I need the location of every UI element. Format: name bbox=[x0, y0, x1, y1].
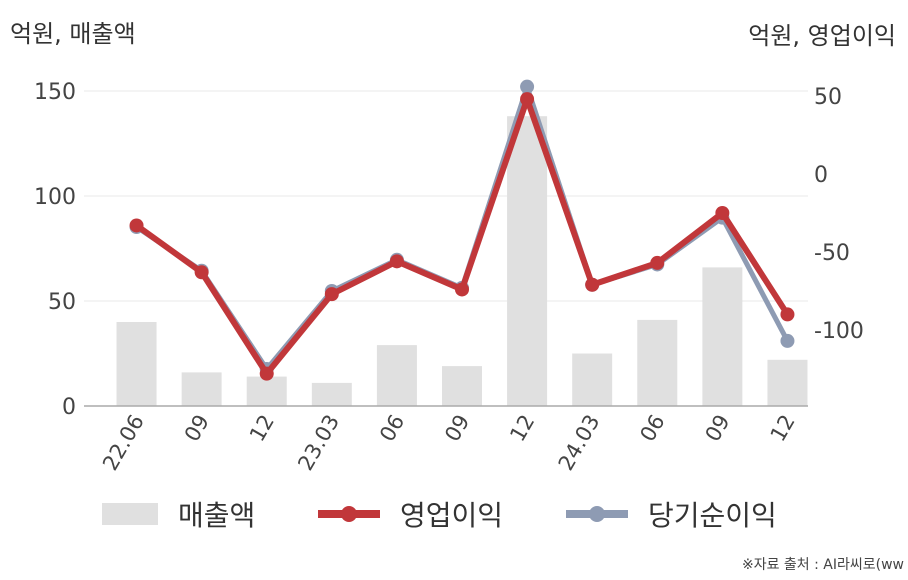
bar-revenue bbox=[311, 382, 352, 406]
point-operating bbox=[780, 307, 795, 322]
legend-swatch-revenue bbox=[102, 503, 158, 525]
point-operating bbox=[389, 254, 404, 269]
x-tick-label: 09 bbox=[701, 411, 735, 446]
left-tick-label: 150 bbox=[34, 80, 76, 105]
x-tick-label: 24.03 bbox=[554, 411, 605, 475]
point-operating bbox=[650, 255, 665, 270]
right-tick-label: -100 bbox=[814, 319, 864, 344]
point-net bbox=[520, 79, 535, 94]
left-axis-unit: 억원, 매출액 bbox=[10, 20, 136, 48]
bar-revenue bbox=[637, 319, 678, 406]
legend-swatch-operating bbox=[318, 504, 380, 524]
bar-revenue bbox=[767, 359, 808, 406]
legend-swatch-net bbox=[566, 504, 628, 524]
point-operating bbox=[194, 265, 209, 280]
bar-revenue bbox=[572, 353, 613, 406]
legend-label-revenue: 매출액 bbox=[178, 499, 256, 532]
bar-revenue bbox=[702, 267, 743, 406]
x-tick-label: 09 bbox=[440, 411, 474, 446]
source-note: ※자료 출처 : AI라씨로(ww bbox=[741, 557, 904, 573]
legend-label-net: 당기순이익 bbox=[648, 499, 777, 532]
x-tick-label: 06 bbox=[635, 411, 669, 446]
left-tick-label: 100 bbox=[34, 185, 76, 210]
point-operating bbox=[324, 287, 339, 302]
x-tick-label: 23.03 bbox=[293, 411, 344, 475]
x-tick-label: 12 bbox=[505, 411, 539, 446]
bar-revenue bbox=[376, 345, 417, 406]
point-operating bbox=[715, 206, 730, 220]
point-operating bbox=[129, 218, 144, 233]
bar-revenue bbox=[442, 366, 482, 406]
legend-item-operating: 영업이익 bbox=[318, 490, 503, 538]
x-tick-label: 12 bbox=[245, 411, 279, 446]
right-tick-label: 50 bbox=[814, 85, 842, 110]
bar-revenue bbox=[116, 322, 157, 406]
point-operating bbox=[259, 366, 274, 381]
right-tick-label: -50 bbox=[814, 241, 850, 266]
bar-revenue bbox=[507, 116, 548, 406]
bar-revenue bbox=[246, 376, 287, 406]
point-operating bbox=[585, 277, 600, 292]
point-operating bbox=[520, 92, 535, 107]
x-tick-label: 09 bbox=[180, 411, 214, 446]
left-tick-label: 0 bbox=[62, 395, 76, 420]
line-operating bbox=[133, 96, 791, 377]
legend-item-net: 당기순이익 bbox=[566, 490, 777, 538]
point-operating bbox=[455, 282, 469, 297]
bar-revenue bbox=[181, 372, 222, 406]
legend-label-operating: 영업이익 bbox=[400, 499, 504, 532]
x-tick-label: 22.06 bbox=[98, 411, 149, 475]
left-tick-label: 50 bbox=[48, 290, 76, 315]
right-axis-unit: 억원, 영업이익 bbox=[748, 22, 896, 50]
x-tick-label: 06 bbox=[375, 411, 409, 446]
legend-item-revenue: 매출액 bbox=[102, 490, 255, 538]
right-tick-label: 0 bbox=[814, 163, 828, 188]
legend: 매출액 영업이익 당기순이익 bbox=[0, 490, 908, 538]
x-tick-label: 12 bbox=[766, 411, 800, 446]
point-net bbox=[780, 333, 795, 348]
